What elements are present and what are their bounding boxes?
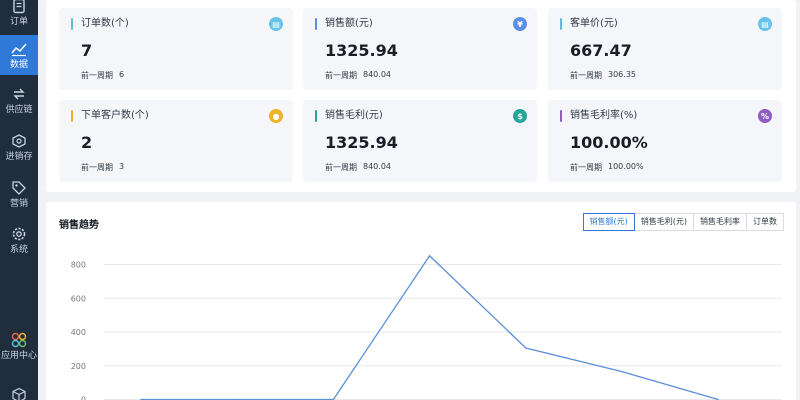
yuan-icon: ¥ [513, 17, 527, 31]
sidebar-item-label: 进销存 [5, 151, 33, 162]
card-title: 销售毛利(元) [325, 110, 383, 121]
card-prev-value: 100.00% [608, 162, 644, 171]
sidebar-item-label: 系统 [9, 244, 28, 255]
stat-card-customers: 下单客户数(个) ● 2 前一周期 3 [59, 100, 293, 182]
sidebar-item-inventory[interactable]: 进销存 [0, 127, 38, 167]
sales-trend-chart: 0 200 400 600 800 [71, 254, 782, 400]
order-icon: ▤ [269, 17, 283, 31]
sales-series-line [141, 254, 719, 400]
card-value: 1325.94 [325, 41, 398, 60]
card-accent-bar [560, 110, 562, 122]
card-prev-value: 306.35 [608, 70, 636, 79]
sidebar-item-order[interactable]: 订单 [0, 0, 38, 32]
card-title: 销售毛利率(%) [570, 110, 638, 121]
inventory-icon [11, 133, 27, 149]
card-value: 1325.94 [325, 133, 398, 152]
card-prev-label: 前一周期 [325, 163, 357, 172]
user-icon: ● [269, 109, 283, 123]
supply-chain-icon [11, 86, 27, 102]
tab-sales[interactable]: 销售额(元) [582, 213, 635, 231]
card-title: 客单价(元) [570, 18, 618, 29]
card-prev-value: 840.04 [363, 162, 391, 171]
stat-card-gross-profit: 销售毛利(元) $ 1325.94 前一周期 840.04 [303, 100, 537, 182]
card-accent-bar [71, 110, 73, 122]
stat-card-order-count: 订单数(个) ▤ 7 前一周期 6 [59, 8, 293, 90]
card-value: 667.47 [570, 41, 632, 60]
tab-gross-margin[interactable]: 销售毛利率 [693, 213, 747, 231]
percent-icon: % [758, 109, 772, 123]
money-bag-icon: $ [513, 109, 527, 123]
sales-trend-panel: 0 200 400 600 800 销售趋势 销售额(元) 销售毛利(元) 销售毛利率 … [46, 202, 796, 400]
y-tick-label: 600 [71, 294, 86, 303]
metric-tabs: 销售额(元) 销售毛利(元) 销售毛利率 订单数 [582, 213, 784, 231]
card-title: 下单客户数(个) [81, 110, 149, 121]
data-point[interactable] [621, 371, 623, 373]
stats-panel: 订单数(个) ▤ 7 前一周期 6 销售额(元) ¥ 1325.94 前一周期 … [46, 0, 796, 192]
card-value: 100.00% [570, 133, 648, 152]
chart-line-icon [11, 41, 27, 57]
card-prev-label: 前一周期 [570, 163, 602, 172]
card-value: 2 [81, 133, 93, 152]
sidebar-item-app-center[interactable]: 应用中心 [0, 326, 38, 366]
gear-icon [11, 226, 27, 242]
sidebar-item-data[interactable]: 数据 [0, 35, 38, 75]
sidebar-item-label: 应用中心 [0, 350, 37, 361]
stat-card-gross-margin: 销售毛利率(%) % 100.00% 前一周期 100.00% [548, 100, 782, 182]
stat-card-avg-order: 客单价(元) ▤ 667.47 前一周期 306.35 [548, 8, 782, 90]
sidebar-item-label: 数据 [9, 59, 28, 70]
card-prev-value: 3 [119, 162, 125, 171]
card-accent-bar [560, 18, 562, 30]
cube-icon [11, 387, 27, 400]
card-prev-label: 前一周期 [81, 71, 113, 80]
tag-icon [11, 180, 27, 196]
tab-order-count[interactable]: 订单数 [746, 213, 784, 231]
data-point[interactable] [525, 347, 527, 349]
sidebar-item-supply-chain[interactable]: 供应链 [0, 80, 38, 120]
chart-title: 销售趋势 [59, 220, 99, 231]
apps-icon [11, 332, 27, 348]
y-tick-label: 200 [71, 362, 86, 371]
y-tick-label: 0 [81, 396, 86, 400]
y-tick-label: 800 [71, 261, 86, 270]
sidebar-item-label: 供应链 [5, 104, 33, 115]
card-title: 销售额(元) [325, 18, 373, 29]
stat-card-sales: 销售额(元) ¥ 1325.94 前一周期 840.04 [303, 8, 537, 90]
card-prev-value: 6 [119, 70, 125, 79]
card-accent-bar [315, 110, 317, 122]
tab-gross-profit[interactable]: 销售毛利(元) [633, 213, 694, 231]
card-value: 7 [81, 41, 93, 60]
card-prev-label: 前一周期 [81, 163, 113, 172]
sidebar-item-bottom[interactable] [0, 375, 38, 400]
sidebar-item-marketing[interactable]: 营销 [0, 174, 38, 214]
card-accent-bar [71, 18, 73, 30]
card-prev-label: 前一周期 [570, 71, 602, 80]
card-prev-value: 840.04 [363, 70, 391, 79]
sidebar-item-label: 营销 [9, 198, 28, 209]
y-tick-label: 400 [71, 328, 86, 337]
order-icon [11, 0, 27, 14]
data-point[interactable] [429, 255, 431, 257]
card-title: 订单数(个) [81, 18, 129, 29]
sidebar-item-system[interactable]: 系统 [0, 220, 38, 260]
sidebar-item-label: 订单 [9, 16, 28, 27]
main-content: 订单数(个) ▤ 7 前一周期 6 销售额(元) ¥ 1325.94 前一周期 … [46, 0, 796, 400]
sidebar: 订单 数据 供应链 进销存 营销 系统 应用中心 [0, 0, 38, 400]
card-accent-bar [315, 18, 317, 30]
card-prev-label: 前一周期 [325, 71, 357, 80]
receipt-icon: ▤ [758, 17, 772, 31]
